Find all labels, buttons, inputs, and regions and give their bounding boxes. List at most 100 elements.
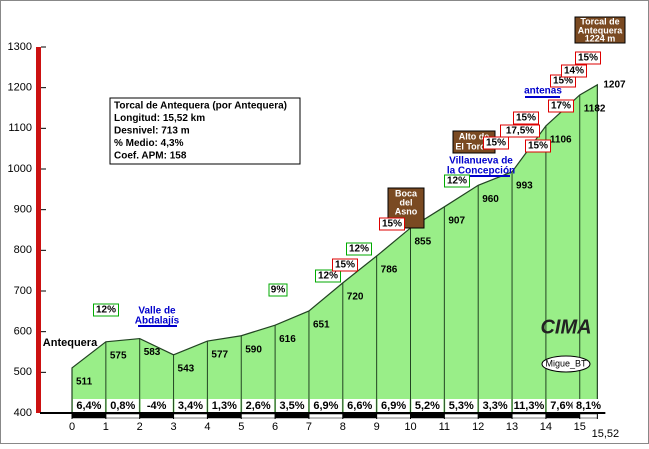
- axis-strip: [308, 413, 344, 419]
- x-tick-label: 4: [204, 421, 210, 433]
- ramp-label: 12%: [447, 176, 467, 187]
- sign-box: [574, 16, 626, 44]
- slope-label: 7,6%: [550, 400, 575, 412]
- ramp-box: [561, 64, 587, 78]
- slope-label: 11,3%: [514, 400, 545, 412]
- profile: [71, 83, 598, 414]
- place-label: antenas: [524, 86, 562, 97]
- sign-label: 1224 m: [585, 33, 616, 43]
- y-tick-label: 800: [14, 244, 32, 256]
- x-tick-label: 13: [506, 421, 518, 433]
- elevation-label: 1207: [603, 79, 626, 90]
- info-line: Longitud: 15,52 km: [114, 113, 205, 124]
- slope-label: 6,9%: [381, 400, 406, 412]
- left-bar: [36, 47, 41, 413]
- elevation-label: 907: [448, 215, 465, 226]
- slope-label: 6,4%: [76, 400, 101, 412]
- axis-strip: [545, 413, 581, 419]
- x-tick-label: 0: [69, 421, 75, 433]
- place-label: Valle de: [138, 306, 176, 317]
- slope-label: 3,3%: [483, 400, 508, 412]
- ramp-box: [315, 269, 341, 283]
- y-tick-label: 1300: [8, 41, 32, 53]
- elevation-label: 1182: [584, 104, 606, 115]
- ramp-label: 15%: [335, 260, 355, 271]
- elevation-label: 583: [144, 347, 161, 358]
- x-tick-label: 14: [540, 421, 552, 433]
- ramp-label: 14%: [564, 66, 584, 77]
- slope-label: 1,3%: [212, 400, 237, 412]
- axis-strip: [342, 413, 377, 419]
- info-line: Desnivel: 713 m: [114, 126, 190, 137]
- ramp-box: [444, 174, 470, 188]
- slope-label: 5,2%: [415, 400, 440, 412]
- elevation-label: 616: [279, 334, 296, 345]
- info-box: [109, 97, 301, 165]
- y-tick-label: 1100: [8, 122, 32, 134]
- ramp-label: 15%: [516, 113, 536, 124]
- place-label: Antequera: [43, 337, 98, 349]
- y-tick-label: 500: [14, 366, 32, 378]
- elevation-label: 651: [313, 320, 330, 331]
- ramp-label: 15%: [528, 141, 548, 152]
- slope-label: 2,6%: [246, 400, 271, 412]
- y-tick-label: 900: [14, 204, 32, 216]
- ramp-label: 17%: [551, 101, 571, 112]
- logo: CIMA: [540, 316, 591, 338]
- ramp-label: 15%: [486, 138, 506, 149]
- slope-box: [411, 399, 444, 412]
- ramp-box: [379, 217, 405, 231]
- slope-box: [140, 399, 173, 412]
- x-tick-label: 9: [374, 421, 380, 433]
- slope-box: [572, 399, 605, 412]
- axis-strip: [579, 413, 598, 419]
- slope-label: 5,3%: [449, 400, 474, 412]
- elevation-label: 590: [245, 344, 262, 355]
- slope-label: 3,5%: [279, 400, 304, 412]
- slope-box: [512, 399, 545, 412]
- x-tick-label: 15: [574, 421, 586, 433]
- ramp-box: [525, 139, 551, 153]
- slope-box: [445, 399, 478, 412]
- y-tick-label: 400: [14, 407, 32, 419]
- ramp-box: [332, 258, 358, 272]
- axis-strip: [207, 413, 242, 419]
- axis-strip: [105, 413, 140, 419]
- ramp-box: [93, 303, 119, 317]
- slope-box: [106, 399, 139, 412]
- y-tick-label: 1200: [8, 82, 32, 94]
- elevation-label: 720: [347, 292, 364, 303]
- axis-strip: [139, 413, 174, 419]
- info-line: Coef. APM: 158: [114, 151, 187, 162]
- ramp-label: 12%: [96, 305, 116, 316]
- elevation-label: 575: [110, 350, 127, 361]
- axis-strip: [376, 413, 411, 419]
- ramp-label: 15%: [578, 53, 598, 64]
- elevation-label: 511: [76, 377, 93, 388]
- x-tick-label: 8: [340, 421, 346, 433]
- y-tick-label: 600: [14, 326, 32, 338]
- axis-strip: [241, 413, 276, 419]
- ramp-box: [268, 283, 288, 297]
- ramp-box: [513, 111, 539, 125]
- elevation-label: 960: [482, 194, 499, 205]
- x-tick-label: 11: [439, 421, 450, 433]
- sign-label: Boca: [395, 188, 418, 198]
- ramp-label: 15%: [553, 76, 573, 87]
- axis-strip: [477, 413, 513, 419]
- ramp-box: [483, 136, 509, 150]
- elevation-label: 786: [381, 265, 398, 276]
- slope-box: [377, 399, 410, 412]
- ramp-box: [575, 51, 601, 65]
- info-line: Torcal de Antequera (por Antequera): [114, 101, 287, 112]
- slope-label: 6,9%: [313, 400, 338, 412]
- place-label: la Concepción: [447, 166, 515, 177]
- elevation-label: 543: [178, 363, 195, 374]
- elevation-label: 577: [211, 350, 228, 361]
- ramp-label: 12%: [318, 271, 338, 282]
- ramp-box: [346, 242, 372, 256]
- axis-strip: [173, 413, 208, 419]
- slope-box: [479, 399, 512, 412]
- slope-box: [546, 399, 579, 412]
